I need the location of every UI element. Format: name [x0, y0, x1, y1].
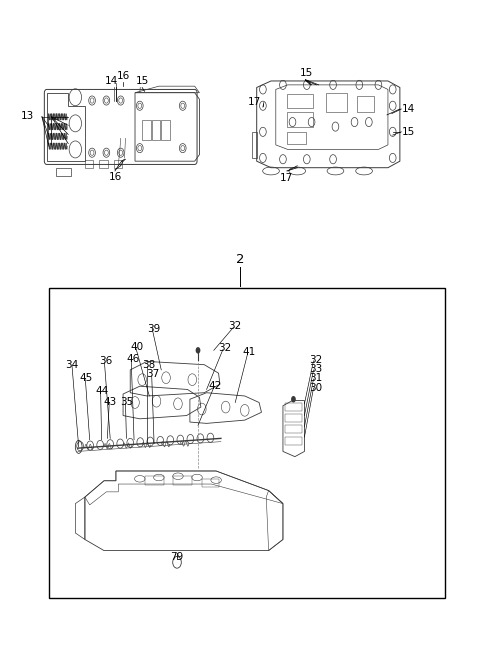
Text: 33: 33	[309, 364, 322, 374]
Text: 46: 46	[126, 354, 139, 364]
Text: 35: 35	[120, 397, 133, 407]
Text: 38: 38	[142, 360, 155, 369]
Text: 2: 2	[236, 253, 244, 265]
Bar	[173, 476, 192, 485]
Text: 17: 17	[280, 173, 293, 183]
Text: 17: 17	[248, 98, 262, 107]
Bar	[99, 160, 108, 168]
Circle shape	[196, 347, 200, 354]
Text: 31: 31	[309, 373, 322, 383]
Circle shape	[291, 396, 296, 403]
Text: 13: 13	[21, 111, 34, 121]
Text: 14: 14	[105, 76, 118, 86]
Text: 37: 37	[146, 369, 160, 379]
Text: 79: 79	[170, 552, 184, 562]
Text: 16: 16	[108, 172, 121, 182]
Text: 40: 40	[131, 342, 144, 352]
Text: 32: 32	[309, 355, 322, 365]
Bar	[287, 94, 313, 108]
Bar	[85, 160, 94, 168]
Bar	[287, 132, 306, 143]
Text: 16: 16	[117, 71, 130, 81]
Bar	[285, 437, 302, 445]
Text: 43: 43	[104, 397, 117, 407]
Bar	[357, 96, 373, 112]
Text: 15: 15	[300, 68, 313, 79]
Text: 32: 32	[218, 343, 231, 353]
Text: 44: 44	[95, 386, 108, 396]
Text: 36: 36	[99, 356, 112, 366]
Text: 45: 45	[80, 373, 93, 383]
Text: 39: 39	[147, 324, 161, 334]
Bar	[326, 93, 348, 112]
Text: 42: 42	[208, 381, 222, 391]
Bar	[114, 160, 122, 168]
Bar	[152, 120, 160, 140]
Text: 34: 34	[65, 360, 79, 369]
Bar	[285, 425, 302, 433]
Bar	[144, 476, 164, 485]
Bar	[202, 479, 218, 487]
Text: 41: 41	[243, 347, 256, 357]
Bar	[161, 120, 170, 140]
Text: 15: 15	[135, 76, 149, 86]
Text: 14: 14	[402, 104, 416, 114]
Bar	[49, 288, 445, 598]
Text: 32: 32	[228, 321, 242, 331]
Bar	[285, 403, 302, 411]
Text: 30: 30	[309, 383, 322, 392]
Bar	[287, 112, 313, 126]
Bar	[285, 414, 302, 422]
Text: 15: 15	[402, 127, 416, 137]
Bar	[142, 120, 151, 140]
